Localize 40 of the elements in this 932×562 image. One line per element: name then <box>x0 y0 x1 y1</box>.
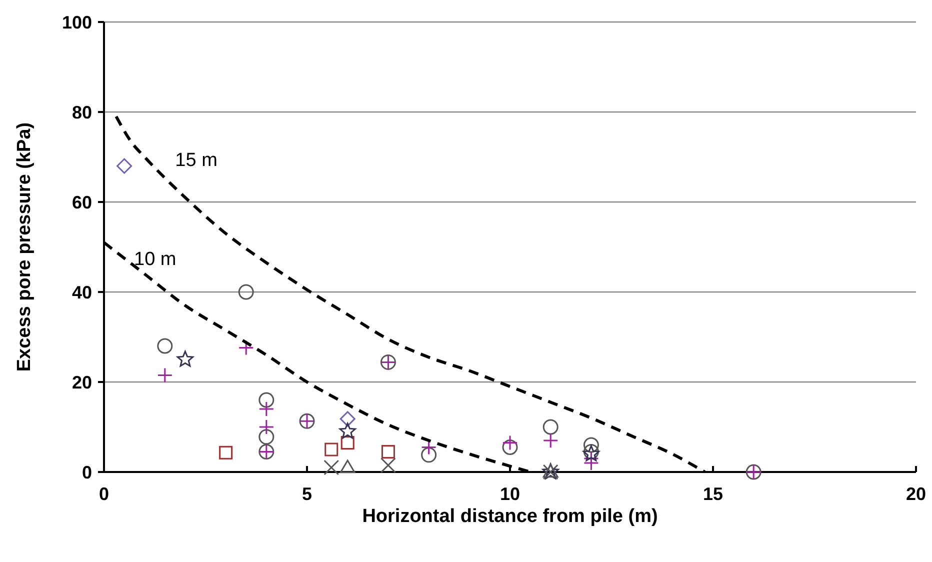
y-axis-title: Excess pore pressure (kPa) <box>14 122 35 372</box>
y-tick-label: 60 <box>72 192 92 212</box>
point <box>542 419 558 435</box>
point <box>502 435 518 450</box>
x-axis-title: Horizontal distance from pile (m) <box>362 506 658 527</box>
point <box>258 401 274 417</box>
point <box>324 442 338 456</box>
point <box>380 458 396 473</box>
point <box>116 158 132 174</box>
point <box>339 422 356 439</box>
point <box>502 440 518 455</box>
y-tick-label: 40 <box>72 282 92 302</box>
x-tick-label: 0 <box>98 484 110 504</box>
x-tick-label: 15 <box>702 484 724 504</box>
point <box>421 447 437 463</box>
point <box>583 455 599 471</box>
point <box>176 350 194 367</box>
point <box>421 440 437 455</box>
y-tick-label: 80 <box>72 102 92 122</box>
x-tick-label: 5 <box>302 484 312 504</box>
point <box>340 436 354 450</box>
point <box>219 446 233 460</box>
series-label: 10 m <box>134 249 176 270</box>
point <box>258 429 274 445</box>
point <box>157 368 173 383</box>
point <box>157 338 173 354</box>
x-tick-label: 10 <box>500 484 520 504</box>
y-tick-label: 0 <box>82 462 92 482</box>
point <box>381 445 395 458</box>
point <box>238 284 254 300</box>
point <box>258 392 274 408</box>
series-label: 15 m <box>175 150 218 172</box>
y-tick-label: 20 <box>72 372 92 392</box>
y-tick-label: 100 <box>62 12 92 32</box>
point <box>258 419 274 435</box>
x-tick-label: 20 <box>906 484 926 504</box>
point <box>324 460 340 476</box>
point <box>340 411 356 427</box>
point <box>340 460 356 474</box>
point <box>542 432 558 448</box>
